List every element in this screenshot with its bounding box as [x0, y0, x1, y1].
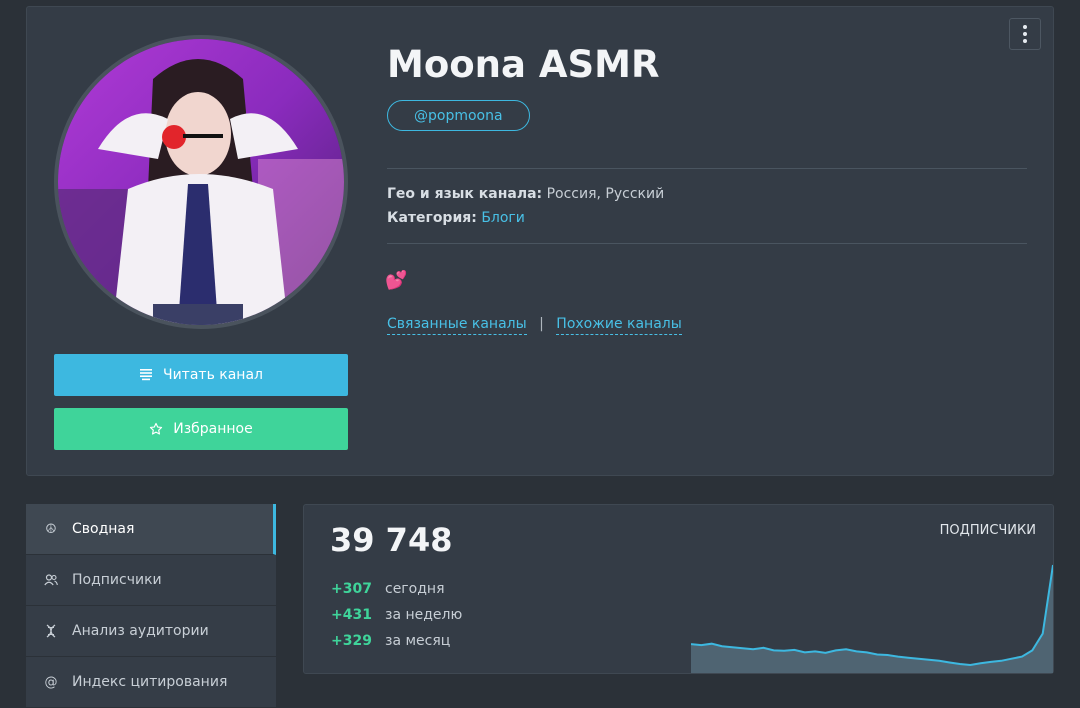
- read-channel-label: Читать канал: [162, 367, 263, 383]
- channel-handle[interactable]: @popmoona: [387, 100, 530, 131]
- subscribers-sparkline: [691, 564, 1053, 673]
- sidebar-item-label: Сводная: [72, 521, 135, 537]
- delta-month: +329 за месяц: [331, 633, 450, 649]
- delta-today: +307 сегодня: [331, 581, 445, 597]
- avatar-image: [58, 39, 344, 325]
- category-info: Категория: Блоги: [387, 210, 525, 226]
- delta-value: +431: [331, 607, 372, 623]
- sidebar-item-summary[interactable]: ☮ Сводная: [26, 504, 276, 555]
- description-emoji: 💕: [385, 270, 408, 291]
- delta-value: +329: [331, 633, 372, 649]
- peace-icon: ☮: [45, 521, 57, 537]
- category-link[interactable]: Блоги: [481, 210, 525, 226]
- channel-card: Читать канал Избранное Moona ASMR @popmo…: [26, 6, 1054, 476]
- divider: [387, 168, 1027, 169]
- delta-value: +307: [331, 581, 372, 597]
- similar-channels-link[interactable]: Похожие каналы: [556, 316, 682, 335]
- sidebar-item-subscribers[interactable]: Подписчики: [26, 555, 276, 606]
- delta-label: за неделю: [385, 607, 463, 623]
- category-label: Категория:: [387, 210, 477, 226]
- sidebar-item-label: Анализ аудитории: [72, 623, 209, 639]
- delta-week: +431 за неделю: [331, 607, 462, 623]
- sidebar-item-label: Подписчики: [72, 572, 162, 588]
- subscriber-count: 39 748: [330, 521, 453, 559]
- sparkline-line: [691, 564, 1053, 667]
- favorite-label: Избранное: [173, 421, 253, 437]
- list-lines-icon: [139, 369, 152, 381]
- geo-value: Россия, Русский: [546, 186, 665, 202]
- channel-links: Связанные каналы | Похожие каналы: [387, 316, 682, 335]
- geo-info: Гео и язык канала: Россия, Русский: [387, 186, 664, 202]
- sidebar-nav: ☮ Сводная Подписчики Анализ аудитории @ …: [26, 504, 276, 708]
- channel-avatar: [54, 35, 348, 329]
- dot-icon: [1023, 25, 1027, 29]
- subscribers-panel-label: ПОДПИСЧИКИ: [939, 523, 1036, 538]
- dot-icon: [1023, 39, 1027, 43]
- dot-icon: [1023, 32, 1027, 36]
- subscribers-panel: 39 748 ПОДПИСЧИКИ +307 сегодня +431 за н…: [303, 504, 1054, 674]
- more-options-button[interactable]: [1009, 18, 1041, 50]
- links-separator: |: [539, 316, 544, 332]
- sidebar-item-label: Индекс цитирования: [72, 674, 228, 690]
- at-icon: @: [44, 674, 58, 690]
- read-channel-button[interactable]: Читать канал: [54, 354, 348, 396]
- sidebar-item-audience[interactable]: Анализ аудитории: [26, 606, 276, 657]
- geo-label: Гео и язык канала:: [387, 186, 543, 202]
- channel-title: Moona ASMR: [387, 43, 660, 86]
- star-outline-icon: [150, 422, 163, 435]
- favorite-button[interactable]: Избранное: [54, 408, 348, 450]
- sparkline-area: [691, 565, 1053, 673]
- divider: [387, 243, 1027, 244]
- delta-label: сегодня: [385, 581, 445, 597]
- linked-channels-link[interactable]: Связанные каналы: [387, 316, 527, 335]
- sidebar-item-citation[interactable]: @ Индекс цитирования: [26, 657, 276, 708]
- delta-label: за месяц: [385, 633, 451, 649]
- users-icon: [44, 574, 58, 586]
- dna-icon: [44, 624, 58, 638]
